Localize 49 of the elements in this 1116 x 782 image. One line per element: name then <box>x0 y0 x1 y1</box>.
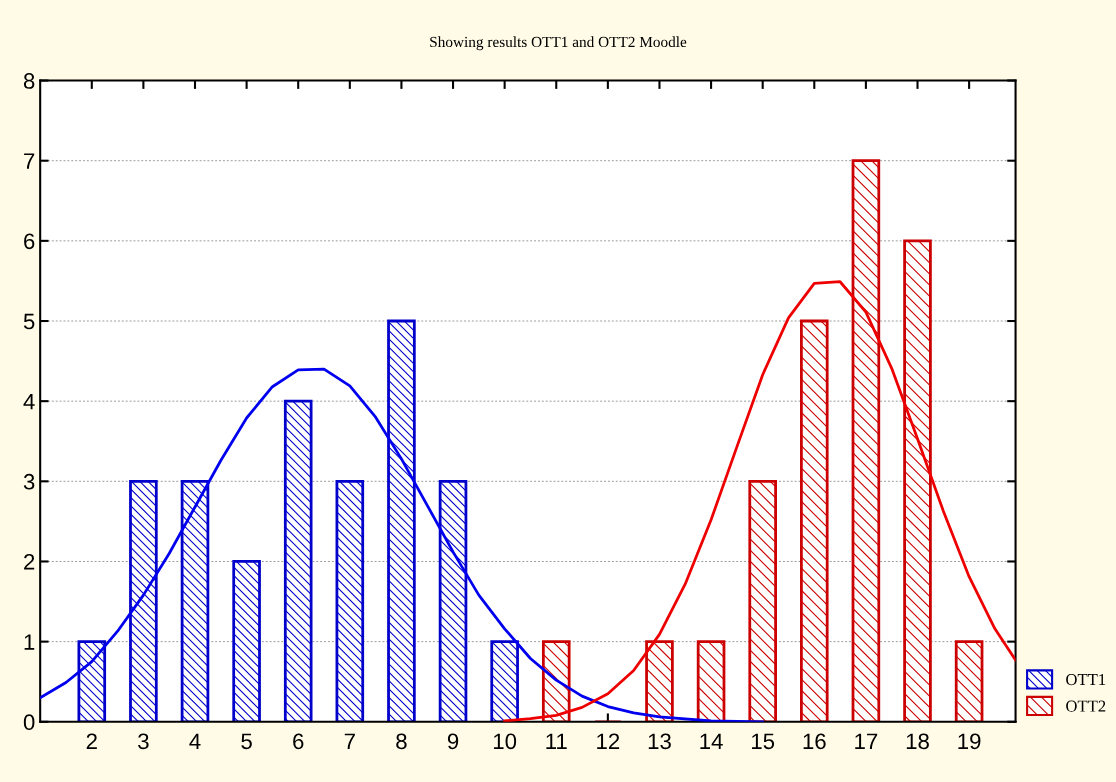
x-tick-label: 10 <box>493 733 517 750</box>
bar <box>954 640 984 722</box>
bar <box>283 399 313 722</box>
y-tick-label: 5 <box>23 313 35 330</box>
x-tick-label: 17 <box>855 733 878 749</box>
bar <box>335 479 365 722</box>
bar <box>696 640 726 722</box>
x-tick-label: 19 <box>958 733 981 750</box>
x-tick-label: 2 <box>86 733 97 749</box>
y-tick-label: 4 <box>23 393 35 410</box>
bar <box>541 640 571 722</box>
y-tick-label: 8 <box>23 73 35 89</box>
x-tick-label: 18 <box>906 733 929 750</box>
bar <box>77 640 107 722</box>
line-series <box>40 367 765 722</box>
x-tick-label: 4 <box>189 733 201 749</box>
x-tick-label: 15 <box>752 733 775 750</box>
x-tick-label: 5 <box>241 733 252 750</box>
y-tick-label: 3 <box>23 473 35 490</box>
bar <box>232 560 261 722</box>
bar <box>903 239 932 722</box>
x-tick-label: 12 <box>597 733 620 749</box>
x-tick-label: 7 <box>344 733 355 749</box>
bar <box>438 479 468 722</box>
bar <box>490 640 519 722</box>
x-tick-label: 6 <box>293 733 304 750</box>
y-tick-label: 7 <box>24 153 35 169</box>
y-tick-label: 1 <box>24 634 35 650</box>
bar <box>180 479 210 722</box>
bar <box>851 159 881 722</box>
x-tick-label: 3 <box>138 733 149 750</box>
x-tick-label: 13 <box>648 733 671 750</box>
x-tick-label: 11 <box>546 733 567 749</box>
x-tick-label: 8 <box>396 733 407 750</box>
x-tick-label: 14 <box>700 733 723 749</box>
bar <box>129 479 158 722</box>
x-tick-label: 16 <box>803 733 826 750</box>
y-tick-label: 2 <box>24 554 35 570</box>
y-tick-label: 0 <box>23 714 35 731</box>
legend-label: OTT1 <box>1066 673 1106 686</box>
bar <box>748 479 777 722</box>
bar <box>800 319 829 722</box>
line-series <box>503 280 1016 722</box>
chart-title: Showing results OTT1 and OTT2 Moodle <box>430 36 687 51</box>
legend-label: OTT2 <box>1066 700 1106 712</box>
y-tick-label: 6 <box>24 233 35 250</box>
bar <box>387 319 416 722</box>
bar <box>645 640 674 722</box>
x-tick-label: 9 <box>447 733 459 750</box>
